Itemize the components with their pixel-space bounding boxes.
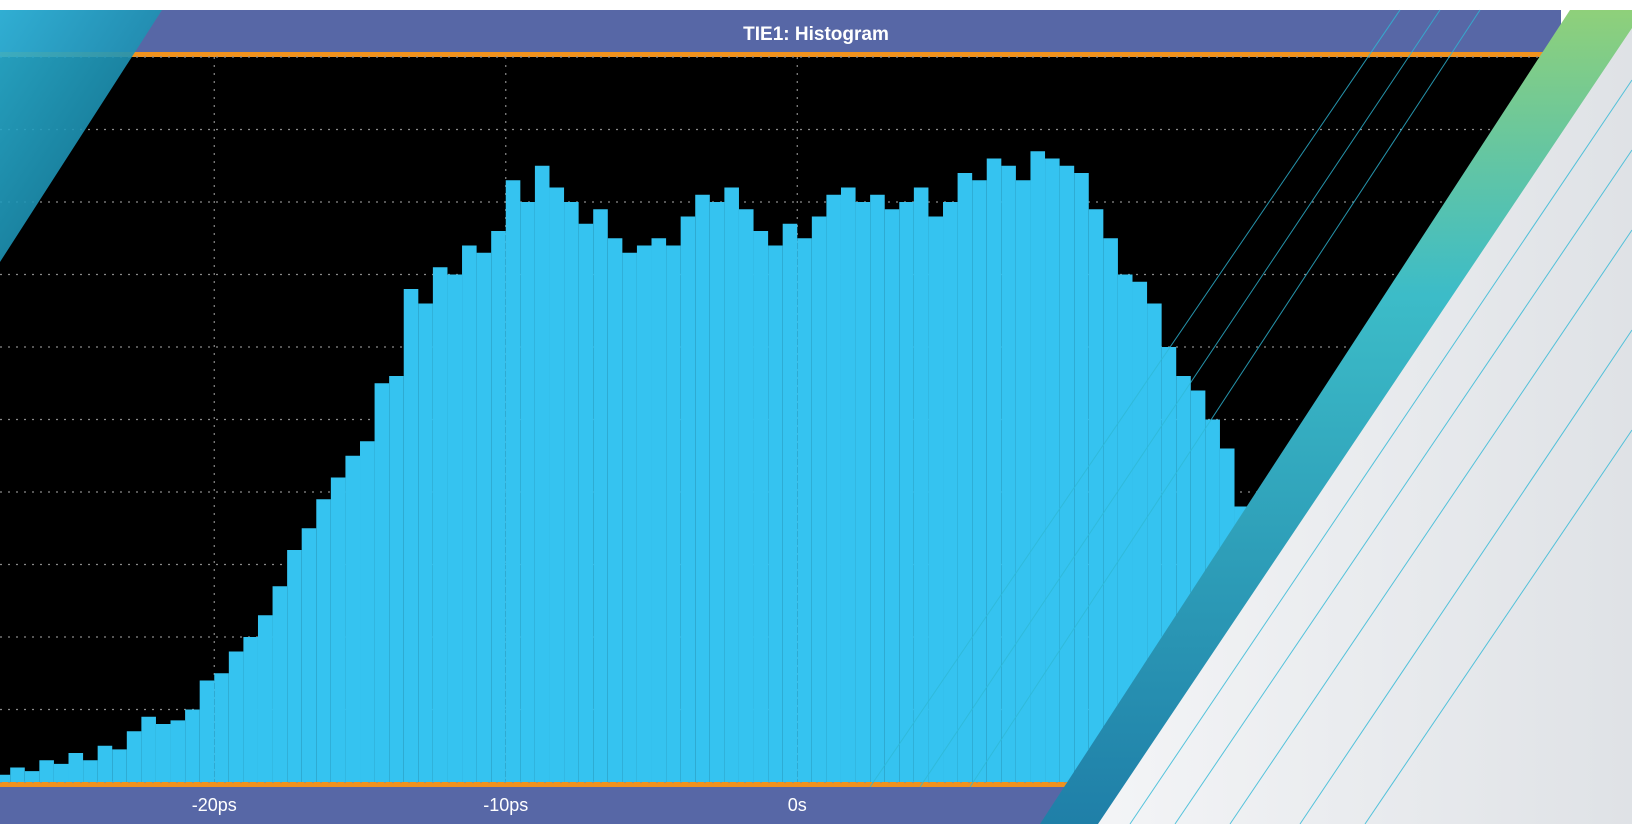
bar	[957, 173, 973, 782]
bar	[10, 767, 25, 782]
bar	[753, 231, 769, 782]
bar	[636, 245, 652, 782]
bar	[1117, 274, 1133, 782]
bar	[1045, 158, 1060, 782]
bar	[243, 637, 258, 782]
bar	[257, 615, 273, 782]
bar	[695, 194, 710, 782]
bar	[870, 194, 885, 782]
bar	[855, 202, 871, 782]
bar	[1015, 180, 1031, 782]
bar	[432, 267, 448, 782]
bottom-rule	[0, 782, 1561, 787]
bar	[112, 749, 127, 782]
bar	[651, 238, 667, 782]
bar	[1103, 238, 1118, 782]
decor-overlay	[0, 9, 1632, 824]
chart-title: TIE1: Histogram	[743, 24, 889, 45]
bar	[301, 528, 317, 782]
bar	[403, 289, 419, 782]
bar	[68, 753, 84, 782]
bar	[345, 455, 361, 782]
x-tick-label: 0s	[788, 795, 807, 815]
x-tick-label: -20ps	[192, 795, 237, 815]
bar	[986, 158, 1002, 782]
decor-stripe	[1040, 10, 1632, 824]
bar	[782, 223, 798, 782]
x-tick-label: -10ps	[483, 795, 528, 815]
bar	[811, 216, 827, 782]
bar	[476, 252, 492, 782]
bar	[24, 771, 40, 782]
bar	[505, 180, 521, 782]
bar	[768, 245, 783, 782]
bar	[272, 586, 288, 782]
grid	[0, 56, 1561, 783]
bar	[578, 223, 594, 782]
bar	[360, 441, 375, 782]
bar	[170, 720, 186, 782]
bar	[666, 245, 681, 782]
bar	[899, 202, 914, 782]
bar	[228, 651, 244, 782]
bar	[826, 194, 841, 782]
bar	[97, 745, 113, 782]
bar	[534, 165, 550, 782]
bar	[840, 187, 856, 782]
bar	[39, 760, 54, 782]
bar	[330, 477, 346, 782]
bar	[549, 187, 565, 782]
bar	[83, 760, 98, 782]
bar	[884, 209, 900, 782]
bar	[287, 550, 302, 782]
bar	[520, 202, 535, 782]
bar	[709, 202, 725, 782]
bar	[1001, 165, 1016, 782]
bar	[316, 499, 331, 782]
x-axis-labels: -20ps -10ps 0s	[192, 795, 807, 815]
bar	[593, 209, 608, 782]
bar	[797, 238, 812, 782]
bar	[738, 209, 754, 782]
bar	[53, 763, 69, 782]
bar	[374, 383, 390, 782]
bar	[418, 303, 433, 782]
bar	[1132, 281, 1148, 782]
bar	[928, 216, 944, 782]
bar	[913, 187, 929, 782]
bar	[199, 680, 215, 782]
bar	[564, 202, 579, 782]
decor-left	[0, 10, 162, 262]
bar	[622, 252, 637, 782]
bar	[0, 774, 11, 782]
bar	[943, 202, 958, 782]
bar	[972, 180, 987, 782]
bar	[680, 216, 696, 782]
bar	[1059, 165, 1075, 782]
bar	[185, 709, 200, 782]
bar	[1030, 151, 1046, 782]
top-rule	[0, 52, 1561, 57]
bar	[126, 731, 142, 782]
bar	[155, 724, 171, 782]
title-bar	[0, 10, 1561, 52]
decor-lines	[869, 9, 1632, 824]
bar	[141, 716, 156, 782]
bar	[462, 245, 477, 782]
bar	[724, 187, 739, 782]
bar	[389, 376, 404, 782]
bar	[607, 238, 623, 782]
bar	[1088, 209, 1104, 782]
bar	[447, 274, 463, 782]
bar	[214, 673, 229, 782]
bar	[491, 231, 506, 782]
